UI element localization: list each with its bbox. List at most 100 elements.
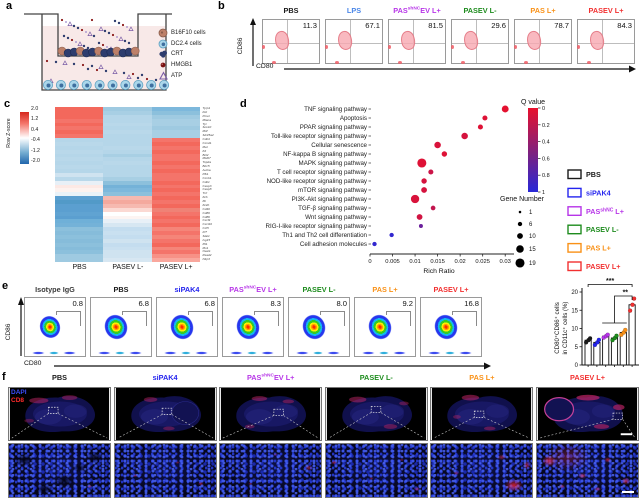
panel-b-label: b (218, 0, 225, 12)
microscopy-column-title: siPAK4 (114, 373, 217, 382)
gate-line-v-right (212, 310, 214, 326)
x-tick-label: 0.025 (475, 259, 490, 265)
gate-line-v-left (254, 310, 256, 316)
dc24-nucleus (162, 83, 167, 88)
heatmap-cell (103, 192, 153, 197)
title-main: PBS (113, 285, 129, 294)
gene-label: Cxcl9 (202, 218, 211, 223)
pathway-label: T cell receptor signaling pathway (277, 169, 368, 176)
crt-particle (82, 44, 86, 48)
atp-dot (75, 41, 77, 43)
bar (602, 335, 610, 366)
heatmap-cell (151, 176, 201, 181)
dc24-nucleus (136, 83, 141, 88)
panel-d-pathway-chart: TNF signaling pathway Apoptosis PPAR signa… (266, 99, 624, 275)
atp-particle (62, 60, 68, 65)
title-rest: EV L+ (420, 6, 441, 15)
significance-bracket-top (587, 284, 633, 287)
gate-percentage: 67.1 (365, 21, 380, 30)
gene-number-label: 19 (529, 261, 536, 267)
atp-icon (159, 71, 168, 80)
gene-label: Sox10 (202, 125, 212, 130)
gate-percentage: 29.6 (491, 21, 506, 30)
gate-percentage: 9.2 (402, 299, 413, 308)
heatmap-cell (103, 215, 153, 220)
heatmap-cell (151, 145, 201, 150)
panel-f-label: f (2, 371, 6, 383)
atp-particle (98, 64, 104, 69)
gate-line-v-right (476, 310, 478, 326)
cd8-patch (593, 424, 610, 429)
gene-label: Aurka (202, 168, 211, 172)
zscore-tick-label: 1.2 (31, 116, 39, 123)
flow-plot: 81.5 (388, 19, 446, 64)
legend-label: DC2.4 cells (171, 40, 202, 47)
heatmap-cell (151, 227, 201, 232)
gene-label: Isg15 (202, 237, 211, 242)
heatmap-cell (103, 196, 153, 201)
heatmap-cell (103, 238, 153, 243)
flow-plot-title: PASEV L- (284, 285, 354, 294)
heatmap-cell (151, 234, 201, 240)
gene-label: Cd40 (202, 206, 210, 211)
legend-label: CRT (171, 51, 184, 58)
heatmap-cell (55, 207, 104, 212)
pathway-dot (421, 178, 427, 184)
gate-percentage: 6.8 (204, 299, 215, 308)
debris-speck (325, 44, 328, 49)
debris-streak (358, 351, 412, 355)
title-main: PAS (229, 285, 244, 294)
flow-plot-title: LPS (321, 6, 387, 15)
qvalue-tick-label: 0 (542, 106, 545, 112)
gene-label: Irf7 (202, 230, 207, 234)
gene-label: Mx1 (202, 245, 209, 250)
heatmap-cell (55, 122, 104, 127)
heatmap-cell (55, 258, 104, 263)
tumor-texture (351, 409, 379, 425)
heatmap-cell (151, 165, 201, 170)
heatmap-cell (103, 134, 153, 139)
gate-line-h (320, 310, 345, 312)
hmgb1-particle (45, 59, 49, 63)
pathway-label: MAPK signaling pathway (299, 160, 368, 167)
gene-number-dot (517, 221, 523, 227)
gate-line-h (188, 310, 213, 312)
gate-percentage: 8.3 (270, 299, 281, 308)
x-axis-arrowhead (484, 362, 491, 370)
label-main: PASEV L- (586, 225, 619, 234)
y-axis-label: CD86 (237, 37, 244, 54)
x-axis (54, 362, 491, 370)
cd8-patch (383, 424, 398, 429)
title-main: PASEV L- (302, 285, 336, 294)
debris-streak (160, 351, 214, 355)
crt-particle (122, 71, 126, 75)
heatmap-cell (103, 211, 153, 216)
cd8-patch (29, 397, 49, 404)
heatmap-cell (55, 200, 104, 205)
tumor-texture (140, 409, 168, 425)
title-main: LPS (346, 6, 362, 15)
circle (160, 31, 164, 34)
heatmap-column-label: PASEV L- (112, 264, 144, 271)
debris-streak (226, 351, 280, 355)
heatmap-cell (151, 134, 201, 139)
flow-plot: 29.6 (451, 19, 509, 64)
bar (619, 332, 627, 366)
zoom-region-box (474, 410, 485, 418)
cell-population-blob (587, 29, 607, 52)
heatmap-cell (55, 234, 104, 240)
pathway-label: Cell adhesion molecules (300, 241, 367, 248)
x-tick-label: 0.02 (454, 259, 465, 265)
qvalue-tick-label: 0.6 (542, 156, 550, 162)
heatmap-cell (103, 200, 153, 205)
title-main: siPAK4 (174, 285, 200, 294)
bar (628, 304, 636, 366)
zoom-guide-line (283, 415, 319, 439)
gate-line-v-right (80, 310, 82, 326)
pathway-label: TNF signaling pathway (304, 106, 368, 113)
heatmap-cell (55, 250, 104, 255)
flow-plot-title: PASEV L+ (573, 6, 639, 15)
gate-percentage: 84.3 (617, 21, 632, 30)
title-superscript: shNC (243, 285, 257, 291)
heatmap-cell (151, 110, 201, 116)
